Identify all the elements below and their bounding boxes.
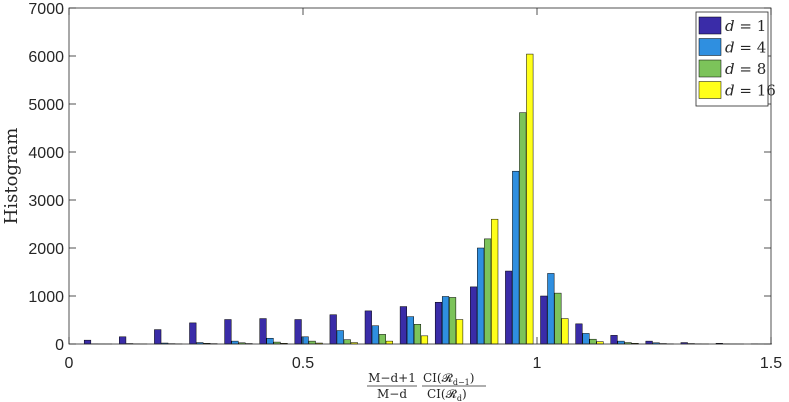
bar <box>343 339 351 345</box>
x-tick-label: 0 <box>65 355 74 372</box>
y-tick-label: 7000 <box>28 1 64 18</box>
bar <box>189 322 197 345</box>
y-tick-label: 4000 <box>28 145 64 162</box>
bar <box>434 301 443 345</box>
axes-box <box>68 7 772 345</box>
bar <box>266 337 274 345</box>
bar <box>413 324 422 345</box>
bar <box>308 340 316 345</box>
legend-swatch <box>698 81 722 99</box>
bar <box>294 319 302 345</box>
plot-area <box>69 8 771 344</box>
bar <box>484 238 492 345</box>
y-tick-label: 2000 <box>28 241 64 258</box>
bar <box>512 170 520 345</box>
bar <box>617 340 625 345</box>
bar <box>582 333 590 345</box>
bar <box>336 330 344 345</box>
legend: d = 1 d = 4 d = 8 d = 16 <box>695 11 776 107</box>
bar <box>371 325 379 345</box>
bar <box>477 247 485 345</box>
x-label-frac2-numerator: CI(𝓡d−1) <box>423 371 474 387</box>
x-tick-label: 1 <box>533 355 542 372</box>
x-axis-label: M−d+1 M−d CI(𝓡d−1) CI(𝓡d) <box>367 371 486 402</box>
bar <box>231 340 239 345</box>
bar <box>540 295 548 345</box>
bar <box>449 297 457 345</box>
bar <box>554 292 562 345</box>
y-axis-label: Histogram <box>1 128 22 225</box>
x-label-frac2-denominator: CI(𝓡d) <box>427 387 467 402</box>
bar <box>420 335 429 345</box>
legend-swatch <box>698 16 722 35</box>
bar <box>224 319 232 345</box>
bar <box>399 306 407 345</box>
bar <box>441 296 450 345</box>
legend-label: d = 16 <box>725 82 776 100</box>
bar <box>610 335 618 345</box>
x-tick-label: 0.5 <box>292 355 314 372</box>
bar <box>385 340 393 345</box>
legend-swatch <box>698 38 722 56</box>
bar <box>505 270 513 345</box>
y-tick-label: 5000 <box>28 97 64 114</box>
bar <box>406 316 415 345</box>
bar <box>456 319 464 345</box>
y-tick-label: 0 <box>55 337 64 354</box>
bar <box>154 329 162 345</box>
bar <box>561 318 569 345</box>
bars-layer <box>83 53 773 345</box>
legend-label: d = 8 <box>725 60 766 78</box>
y-tick-label: 6000 <box>28 49 64 66</box>
bar <box>519 112 527 345</box>
bar <box>329 314 337 345</box>
bar <box>589 338 597 345</box>
bar <box>259 318 267 345</box>
x-label-frac1-denominator: M−d <box>377 387 407 401</box>
axes-layer: 0 1000 2000 3000 4000 5000 6000 7000 0 0.5 1 1.5 <box>28 1 782 372</box>
bar <box>547 273 555 345</box>
bar <box>645 340 653 345</box>
bar <box>526 53 534 345</box>
bar <box>119 336 127 345</box>
legend-label: d = 4 <box>725 39 766 57</box>
legend-swatch <box>698 59 722 78</box>
bar <box>491 218 499 345</box>
bar <box>575 323 583 345</box>
x-tick-label: 1.5 <box>760 355 782 372</box>
y-tick-label: 1000 <box>28 289 64 306</box>
bar <box>364 310 372 345</box>
x-label-frac1-numerator: M−d+1 <box>368 371 416 385</box>
bar <box>378 334 386 345</box>
legend-label: d = 1 <box>725 17 766 35</box>
bar <box>83 339 92 345</box>
y-tick-label: 3000 <box>28 193 64 210</box>
bar <box>470 286 478 345</box>
